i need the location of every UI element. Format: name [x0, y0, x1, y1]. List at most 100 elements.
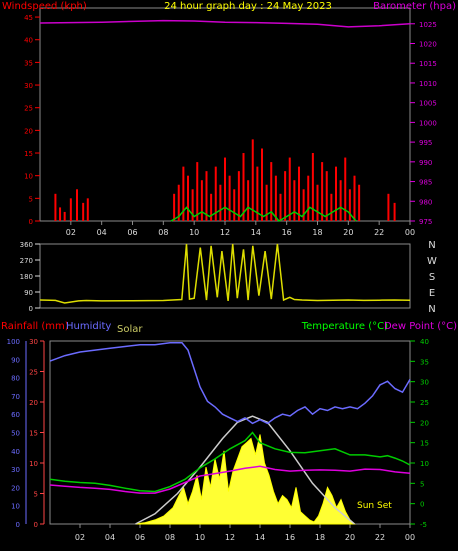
humidity-tick-label: 30	[11, 466, 20, 474]
temperature-tick-label: 35	[420, 358, 429, 366]
barometer-tick-label: 975	[419, 218, 432, 226]
rainfall-tick-label: 15	[29, 430, 38, 438]
temperature-tick-label: 30	[420, 379, 429, 387]
compass-label: E	[429, 288, 435, 299]
barometer-tick-label: 985	[419, 179, 432, 187]
wind-x-tick-label: 20	[343, 228, 353, 237]
rainfall-tick-label: 20	[29, 399, 38, 407]
temp-x-tick-label: 06	[135, 533, 145, 542]
wind-x-tick-label: 14	[251, 228, 261, 237]
humidity-tick-label: 20	[11, 484, 20, 492]
windspeed-tick-label: 15	[24, 150, 33, 158]
temp-x-tick-label: 00	[405, 533, 415, 542]
barometer-tick-label: 1015	[419, 60, 437, 68]
direction-tick-label: 90	[24, 289, 33, 297]
barometer-tick-label: 1000	[419, 119, 437, 127]
wind-x-tick-label: 06	[127, 228, 137, 237]
rainfall-tick-label: 0	[34, 521, 38, 529]
direction-tick-label: 270	[20, 257, 33, 265]
dewpoint-line	[49, 465, 411, 494]
windspeed-tick-label: 20	[24, 127, 33, 135]
sunset-annotation: Sun Set	[357, 501, 392, 511]
wind-x-tick-label: 16	[282, 228, 292, 237]
humidity-axis-label: Humidity	[66, 321, 111, 332]
humidity-tick-label: 40	[11, 448, 20, 456]
barometer-tick-label: 1005	[419, 100, 437, 108]
humidity-tick-label: 0	[16, 521, 20, 529]
humidity-tick-label: 100	[7, 338, 20, 346]
wind-x-tick-label: 18	[312, 228, 322, 237]
windspeed-tick-label: 0	[29, 218, 33, 226]
windspeed-tick-label: 45	[24, 14, 33, 22]
solar-axis-label: Solar	[117, 324, 143, 335]
temp-x-tick-label: 16	[285, 533, 295, 542]
temperature-tick-label: 15	[420, 440, 429, 448]
rainfall-tick-label: 5	[34, 491, 38, 499]
temp-x-tick-label: 20	[345, 533, 355, 542]
humidity-tick-label: 80	[11, 375, 20, 383]
humidity-tick-label: 70	[11, 393, 20, 401]
rainfall-axis-label: Rainfall (mm)	[1, 321, 69, 332]
barometer-tick-label: 990	[419, 159, 432, 167]
wind-x-tick-label: 12	[220, 228, 230, 237]
temp-x-tick-label: 02	[75, 533, 85, 542]
wind-direction-line	[39, 243, 411, 304]
humidity-tick-label: 90	[11, 356, 20, 364]
windspeed-tick-label: 25	[24, 105, 33, 113]
temperature-tick-label: 25	[420, 399, 429, 407]
barometer-tick-label: 995	[419, 139, 432, 147]
solar-envelope-line	[135, 415, 355, 525]
wind-x-tick-label: 10	[189, 228, 199, 237]
dewpoint-axis-label: Dew Point (°C)	[384, 321, 457, 332]
windspeed-tick-label: 5	[29, 195, 33, 203]
barometer-axis-label: Barometer (hpa)	[373, 1, 456, 12]
wind-x-tick-label: 04	[97, 228, 107, 237]
barometer-tick-label: 1010	[419, 80, 437, 88]
windspeed-tick-label: 30	[24, 82, 33, 90]
temperature-axis-label: Temperature (°C)	[301, 321, 388, 332]
temp-x-tick-label: 10	[195, 533, 205, 542]
wind-average-line	[170, 206, 357, 222]
windspeed-axis-label: Windspeed (kph)	[2, 1, 87, 12]
compass-label: S	[429, 272, 435, 283]
temp-x-tick-label: 12	[225, 533, 235, 542]
solar-area	[135, 434, 356, 525]
compass-label: W	[427, 256, 437, 267]
wind-x-tick-label: 08	[158, 228, 168, 237]
chart-title: 24 hour graph day : 24 May 2023	[164, 1, 332, 12]
barometer-tick-label: 980	[419, 198, 432, 206]
wind-x-tick-label: 22	[374, 228, 384, 237]
temp-x-tick-label: 14	[255, 533, 265, 542]
temperature-tick-label: 10	[420, 460, 429, 468]
direction-tick-label: 360	[20, 241, 33, 249]
windspeed-tick-label: 40	[24, 37, 33, 45]
wind-x-tick-label: 02	[66, 228, 76, 237]
windspeed-tick-label: 35	[24, 59, 33, 67]
temp-x-tick-label: 08	[165, 533, 175, 542]
temperature-tick-label: 40	[420, 338, 429, 346]
temperature-tick-label: 20	[420, 419, 429, 427]
temp-x-tick-label: 22	[375, 533, 385, 542]
wind-x-tick-label: 00	[405, 228, 415, 237]
temp-x-tick-label: 18	[315, 533, 325, 542]
rainfall-tick-label: 10	[29, 460, 38, 468]
temperature-line	[49, 431, 411, 493]
direction-tick-label: 180	[20, 273, 33, 281]
temperature-tick-label: -5	[420, 521, 427, 529]
barometer-line	[39, 19, 411, 28]
humidity-tick-label: 50	[11, 430, 20, 438]
temperature-tick-label: 0	[420, 501, 424, 509]
direction-tick-label: 0	[29, 305, 33, 313]
humidity-tick-label: 60	[11, 411, 20, 419]
compass-label: N	[428, 304, 435, 315]
rainfall-tick-label: 25	[29, 369, 38, 377]
compass-label: N	[428, 240, 435, 251]
windspeed-tick-label: 10	[24, 173, 33, 181]
temp-x-tick-label: 04	[105, 533, 115, 542]
rainfall-tick-label: 30	[29, 338, 38, 346]
barometer-tick-label: 1025	[419, 21, 437, 29]
temperature-tick-label: 5	[420, 480, 424, 488]
barometer-tick-label: 1020	[419, 41, 437, 49]
